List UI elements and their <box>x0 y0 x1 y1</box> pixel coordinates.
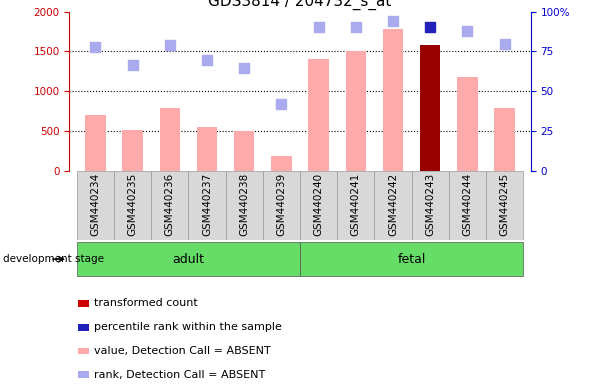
Bar <box>263 171 300 240</box>
Bar <box>383 30 403 171</box>
Text: rank, Detection Call = ABSENT: rank, Detection Call = ABSENT <box>94 370 265 380</box>
Bar <box>308 58 329 171</box>
Point <box>90 44 100 50</box>
Bar <box>486 171 523 240</box>
Text: GSM440238: GSM440238 <box>239 173 249 236</box>
Text: GSM440243: GSM440243 <box>425 173 435 236</box>
Bar <box>77 171 114 240</box>
Point <box>351 24 361 30</box>
Bar <box>197 127 217 171</box>
Bar <box>457 77 478 171</box>
Text: GSM440234: GSM440234 <box>90 173 100 236</box>
Point <box>388 18 398 25</box>
Text: GSM440236: GSM440236 <box>165 173 175 236</box>
Point <box>277 101 286 108</box>
Bar <box>271 156 292 171</box>
Point <box>128 62 137 68</box>
Text: transformed count: transformed count <box>94 298 198 308</box>
Text: GSM440237: GSM440237 <box>202 173 212 236</box>
Text: fetal: fetal <box>397 253 426 266</box>
Bar <box>77 242 300 276</box>
Bar <box>412 171 449 240</box>
Bar <box>114 171 151 240</box>
Bar <box>226 171 263 240</box>
Text: adult: adult <box>172 253 204 266</box>
Text: value, Detection Call = ABSENT: value, Detection Call = ABSENT <box>94 346 271 356</box>
Text: GSM440244: GSM440244 <box>463 173 472 236</box>
Text: GSM440240: GSM440240 <box>314 173 324 236</box>
Bar <box>449 171 486 240</box>
Bar <box>346 51 366 171</box>
Text: development stage: development stage <box>3 254 104 264</box>
Bar <box>151 171 188 240</box>
Bar <box>374 171 412 240</box>
Title: GDS3814 / 204732_s_at: GDS3814 / 204732_s_at <box>208 0 392 10</box>
Bar <box>494 108 515 171</box>
Point <box>202 57 212 63</box>
Point <box>500 41 510 47</box>
Point <box>239 65 249 71</box>
Text: GSM440241: GSM440241 <box>351 173 361 236</box>
Bar <box>300 171 337 240</box>
Bar <box>420 45 440 171</box>
Text: GSM440245: GSM440245 <box>500 173 510 236</box>
Text: percentile rank within the sample: percentile rank within the sample <box>94 322 282 332</box>
Bar <box>300 242 523 276</box>
Text: GSM440242: GSM440242 <box>388 173 398 236</box>
Point <box>165 42 175 48</box>
Bar <box>160 108 180 171</box>
Point <box>425 23 435 30</box>
Bar <box>122 130 143 171</box>
Point <box>314 24 323 30</box>
Text: GSM440235: GSM440235 <box>128 173 137 236</box>
Bar <box>234 131 254 171</box>
Point <box>463 28 472 35</box>
Text: GSM440239: GSM440239 <box>276 173 286 236</box>
Bar <box>188 171 226 240</box>
Bar <box>337 171 374 240</box>
Bar <box>85 115 106 171</box>
